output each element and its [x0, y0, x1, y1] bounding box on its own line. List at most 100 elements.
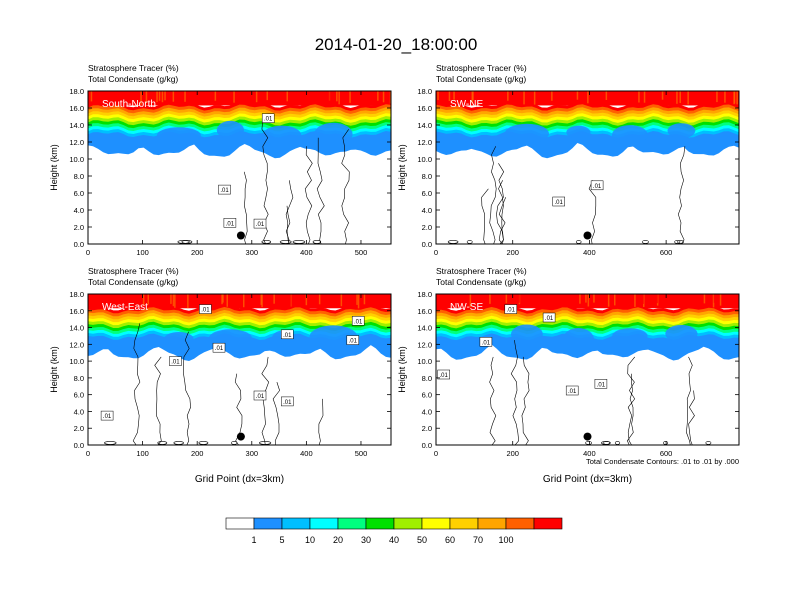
tracer-streak	[453, 91, 455, 100]
colorbar-swatch	[281, 517, 311, 530]
tracer-streak	[659, 294, 661, 304]
tracer-blob	[562, 328, 595, 352]
tracer-streak	[286, 91, 288, 102]
condensate-contour	[157, 441, 168, 445]
contour-label-box	[437, 369, 450, 380]
condensate-contour	[466, 240, 473, 244]
tracer-streak	[378, 294, 381, 305]
tracer-streak	[504, 91, 506, 101]
tracer-streak	[226, 294, 228, 307]
tracer-streak	[469, 294, 472, 308]
tracer-streak	[318, 294, 321, 305]
condensate-contour	[447, 240, 459, 244]
tracer-streak	[255, 91, 258, 103]
tracer-band-top	[88, 294, 391, 309]
condensate-contour	[279, 240, 292, 244]
y-tick-label: 4.0	[74, 206, 84, 215]
tracer-streak	[540, 294, 542, 308]
y-tick-label: 14.0	[69, 324, 84, 333]
tracer-band-7	[436, 315, 739, 327]
condensate-contour	[261, 240, 272, 244]
condensate-contour	[292, 240, 306, 244]
tracer-blob	[612, 328, 648, 344]
x-tick-label: 400	[583, 248, 596, 257]
condensate-contour	[588, 180, 597, 244]
tracer-streak	[195, 294, 197, 307]
tracer-streak	[214, 91, 217, 101]
location-marker	[236, 231, 245, 240]
field-label-tracer: Stratosphere Tracer (%)	[436, 266, 527, 276]
tracer-streak	[233, 91, 235, 103]
y-tick-label: 0.0	[74, 240, 84, 249]
tracer-streak	[607, 294, 610, 307]
tracer-band-10	[88, 104, 391, 116]
y-tick-label: 16.0	[417, 104, 432, 113]
x-tick-label: 0	[86, 248, 90, 257]
tracer-streak	[595, 294, 597, 305]
plot-frame	[87, 293, 392, 446]
tracer-streak	[733, 91, 735, 105]
tracer-streak	[172, 91, 175, 102]
contour-label: .01	[283, 400, 292, 406]
contour-label: .01	[597, 382, 606, 388]
tracer-streak	[140, 91, 142, 105]
x-tick-label: 200	[506, 449, 519, 458]
tracer-streak	[687, 91, 689, 105]
tracer-streak	[382, 91, 385, 103]
tracer-streak	[114, 91, 116, 106]
tracer-streak	[362, 91, 365, 104]
tracer-streak	[656, 294, 658, 304]
tracer-streak	[182, 294, 185, 308]
panel-south-north: .01 .01 .01 .01 South-North Stratosphere Trac…	[49, 63, 392, 257]
contour-label-box	[281, 329, 294, 340]
tracer-streak	[711, 91, 713, 105]
tracer-streak	[713, 294, 716, 303]
tracer-streak	[89, 294, 92, 308]
tracer-streak	[439, 294, 441, 303]
tracer-streak	[533, 294, 535, 307]
y-tick-label: 18.0	[69, 290, 84, 299]
contour-label: .01	[256, 222, 265, 228]
colorbar-swatch	[225, 517, 255, 530]
y-tick-label: 2.0	[74, 223, 84, 232]
y-tick-label: 6.0	[74, 189, 84, 198]
tracer-streak	[363, 294, 366, 305]
tracer-field: .01 .01 .01 .01 .01 .01	[436, 294, 739, 445]
contour-label-box	[223, 218, 237, 228]
x-axis-label: Grid Point (dx=3km)	[543, 474, 632, 485]
condensate-contour	[705, 441, 712, 445]
colorbar-swatch	[477, 517, 507, 530]
tracer-streak	[645, 294, 647, 308]
tracer-streak	[647, 91, 649, 104]
tracer-streak	[587, 294, 590, 307]
tracer-streak	[489, 294, 491, 304]
tracer-streak	[336, 91, 338, 102]
tracer-streak	[230, 91, 232, 104]
panel-west-east: .01 .01 .01 .01 .01 .01 .01 .01 .01 West-East Stra…	[49, 266, 392, 485]
y-tick-label: 4.0	[422, 206, 432, 215]
condensate-contour	[173, 441, 184, 445]
condensate-contour	[489, 356, 497, 445]
tracer-streak	[515, 91, 517, 100]
condensate-contour	[677, 146, 686, 244]
tracer-streak	[261, 294, 263, 308]
condensate-contour	[510, 340, 520, 445]
tracer-streak	[585, 294, 587, 303]
y-axis-label: Height (km)	[397, 346, 407, 393]
y-tick-label: 12.0	[417, 138, 432, 147]
tracer-streak	[653, 294, 655, 308]
tracer-streak	[436, 294, 438, 303]
tracer-streak	[497, 91, 499, 101]
y-tick-label: 4.0	[422, 407, 432, 416]
tracer-streak	[147, 294, 149, 305]
contour-label: .01	[593, 184, 602, 190]
tracer-streak	[638, 91, 640, 103]
contour-label: .01	[568, 389, 577, 395]
tracer-streak	[328, 91, 330, 106]
tracer-streak	[716, 91, 718, 103]
condensate-contour	[316, 137, 325, 244]
tracer-streak	[209, 91, 211, 104]
condensate-contour	[641, 240, 649, 244]
colorbar-label: 5	[279, 535, 284, 545]
tracer-streak	[164, 91, 166, 101]
